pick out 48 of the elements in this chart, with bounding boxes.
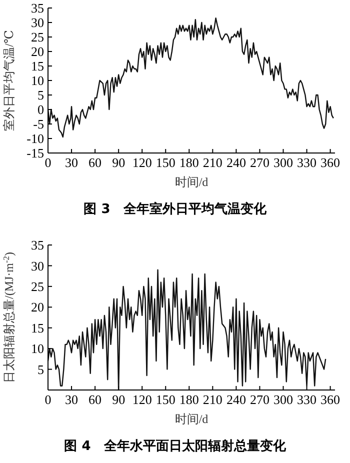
x-tick-label: 180 [179,155,199,170]
x-tick-label: 150 [156,392,176,407]
y-tick-label: 30 [31,258,44,274]
x-tick-label: 330 [297,155,317,170]
x-tick-label: 360 [320,155,340,170]
y-tick-label: 20 [31,300,44,315]
x-tick-label: 90 [112,155,126,170]
x-tick-label: 300 [273,155,293,170]
x-tick-label: 270 [250,392,270,407]
x-tick-label: 150 [156,155,176,170]
x-tick-label: 210 [202,155,222,170]
x-tick-label: 120 [132,155,152,170]
x-tick-label: 240 [226,155,246,170]
x-axis-title: 时间/d [174,412,208,426]
x-tick-label: 180 [179,392,199,407]
text: 图 3 全年室外日平均气温变化 [84,201,268,217]
x-tick-label: 90 [112,392,126,407]
y-tick-label: 30 [31,15,44,30]
x-tick-label: 120 [132,392,152,407]
x-tick-label: 210 [202,392,222,407]
y-tick-label: 0 [38,102,44,118]
y-tick-label: 15 [31,320,44,336]
y-tick-label: 25 [31,30,44,45]
x-tick-label: 330 [297,392,317,407]
y-tick-label: 15 [31,58,44,74]
x-tick-label: 240 [226,392,246,407]
y-tick-label: 25 [31,278,44,294]
x-tick-label: 60 [88,155,102,170]
y-tick-label: 35 [31,238,44,253]
y-tick-label: -15 [26,146,44,161]
y-tick-label: 10 [31,73,44,88]
x-tick-label: 360 [320,392,340,407]
x-tick-label: 300 [273,392,293,407]
y-tick-label: 5 [38,362,44,377]
x-tick-label: 270 [250,155,270,170]
line-series [47,18,334,138]
y-tick-label: 20 [31,44,44,60]
x-tick-label: 30 [65,392,78,407]
y-axis-title: 室外日平均气温/℃ [2,30,16,131]
y-tick-label: -10 [26,131,44,146]
y-tick-label: 10 [31,341,44,356]
x-tick-label: 60 [88,392,102,407]
y-tick-label: 5 [38,88,44,103]
y-tick-label: 35 [31,0,44,16]
text: 图 4 全年水平面日太阳辐射总量变化 [64,438,287,454]
x-axis-title: 时间/d [174,175,208,189]
x-tick-label: 30 [65,155,78,170]
y-tick-label: -5 [33,116,44,132]
